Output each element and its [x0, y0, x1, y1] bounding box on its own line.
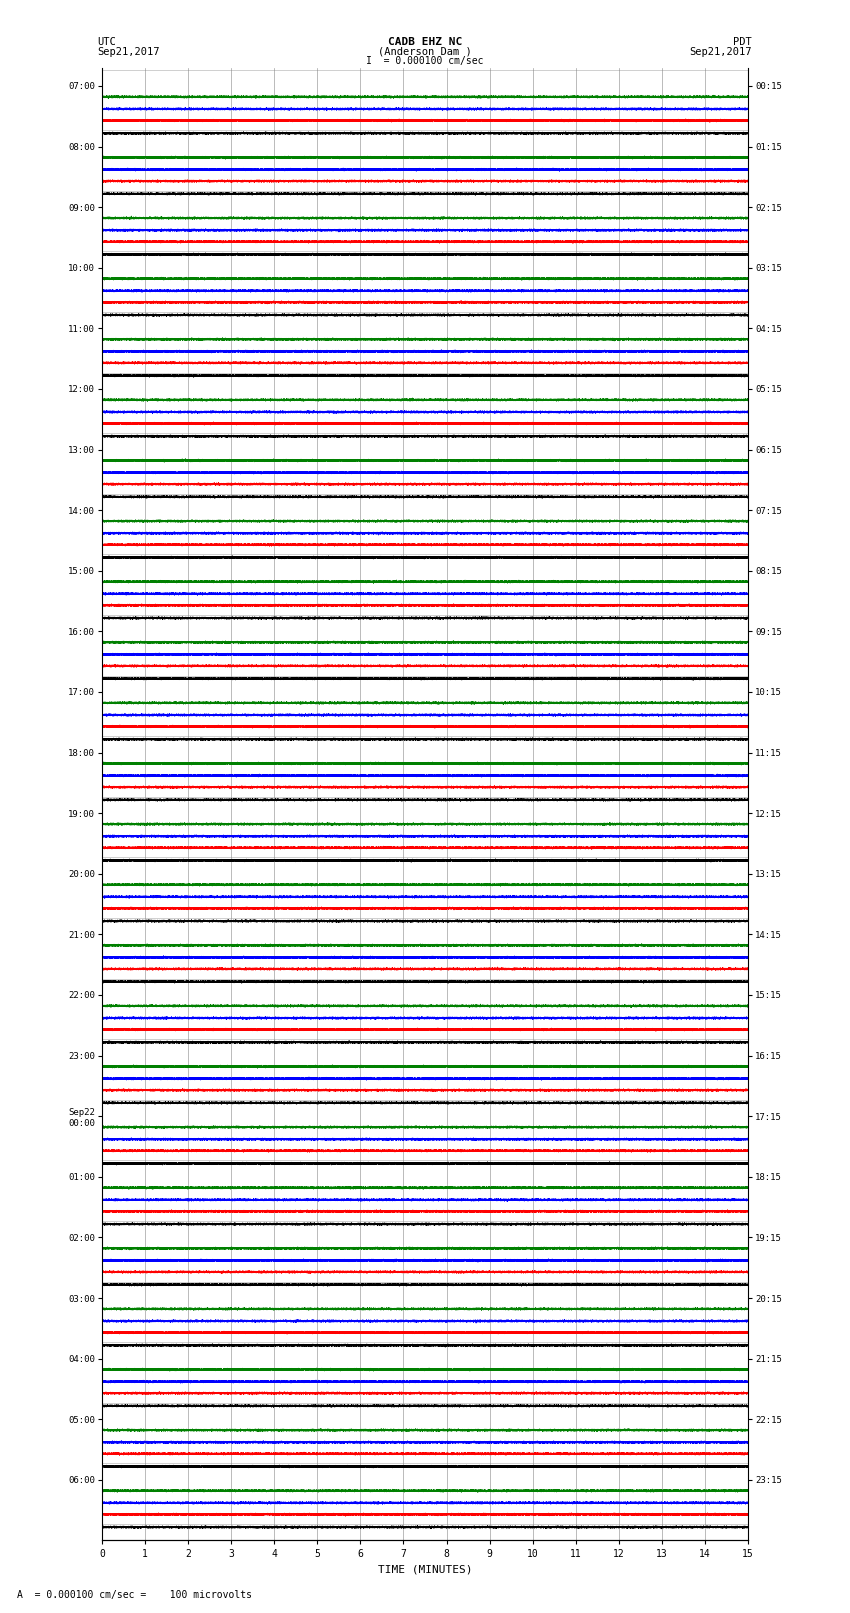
Text: (Anderson Dam ): (Anderson Dam )	[378, 47, 472, 56]
Text: PDT: PDT	[734, 37, 752, 47]
Text: I  = 0.000100 cm/sec: I = 0.000100 cm/sec	[366, 56, 484, 66]
Text: A  = 0.000100 cm/sec =    100 microvolts: A = 0.000100 cm/sec = 100 microvolts	[17, 1590, 252, 1600]
Text: Sep21,2017: Sep21,2017	[98, 47, 161, 56]
Text: UTC: UTC	[98, 37, 116, 47]
X-axis label: TIME (MINUTES): TIME (MINUTES)	[377, 1565, 473, 1574]
Text: Sep21,2017: Sep21,2017	[689, 47, 752, 56]
Text: CADB EHZ NC: CADB EHZ NC	[388, 37, 462, 47]
